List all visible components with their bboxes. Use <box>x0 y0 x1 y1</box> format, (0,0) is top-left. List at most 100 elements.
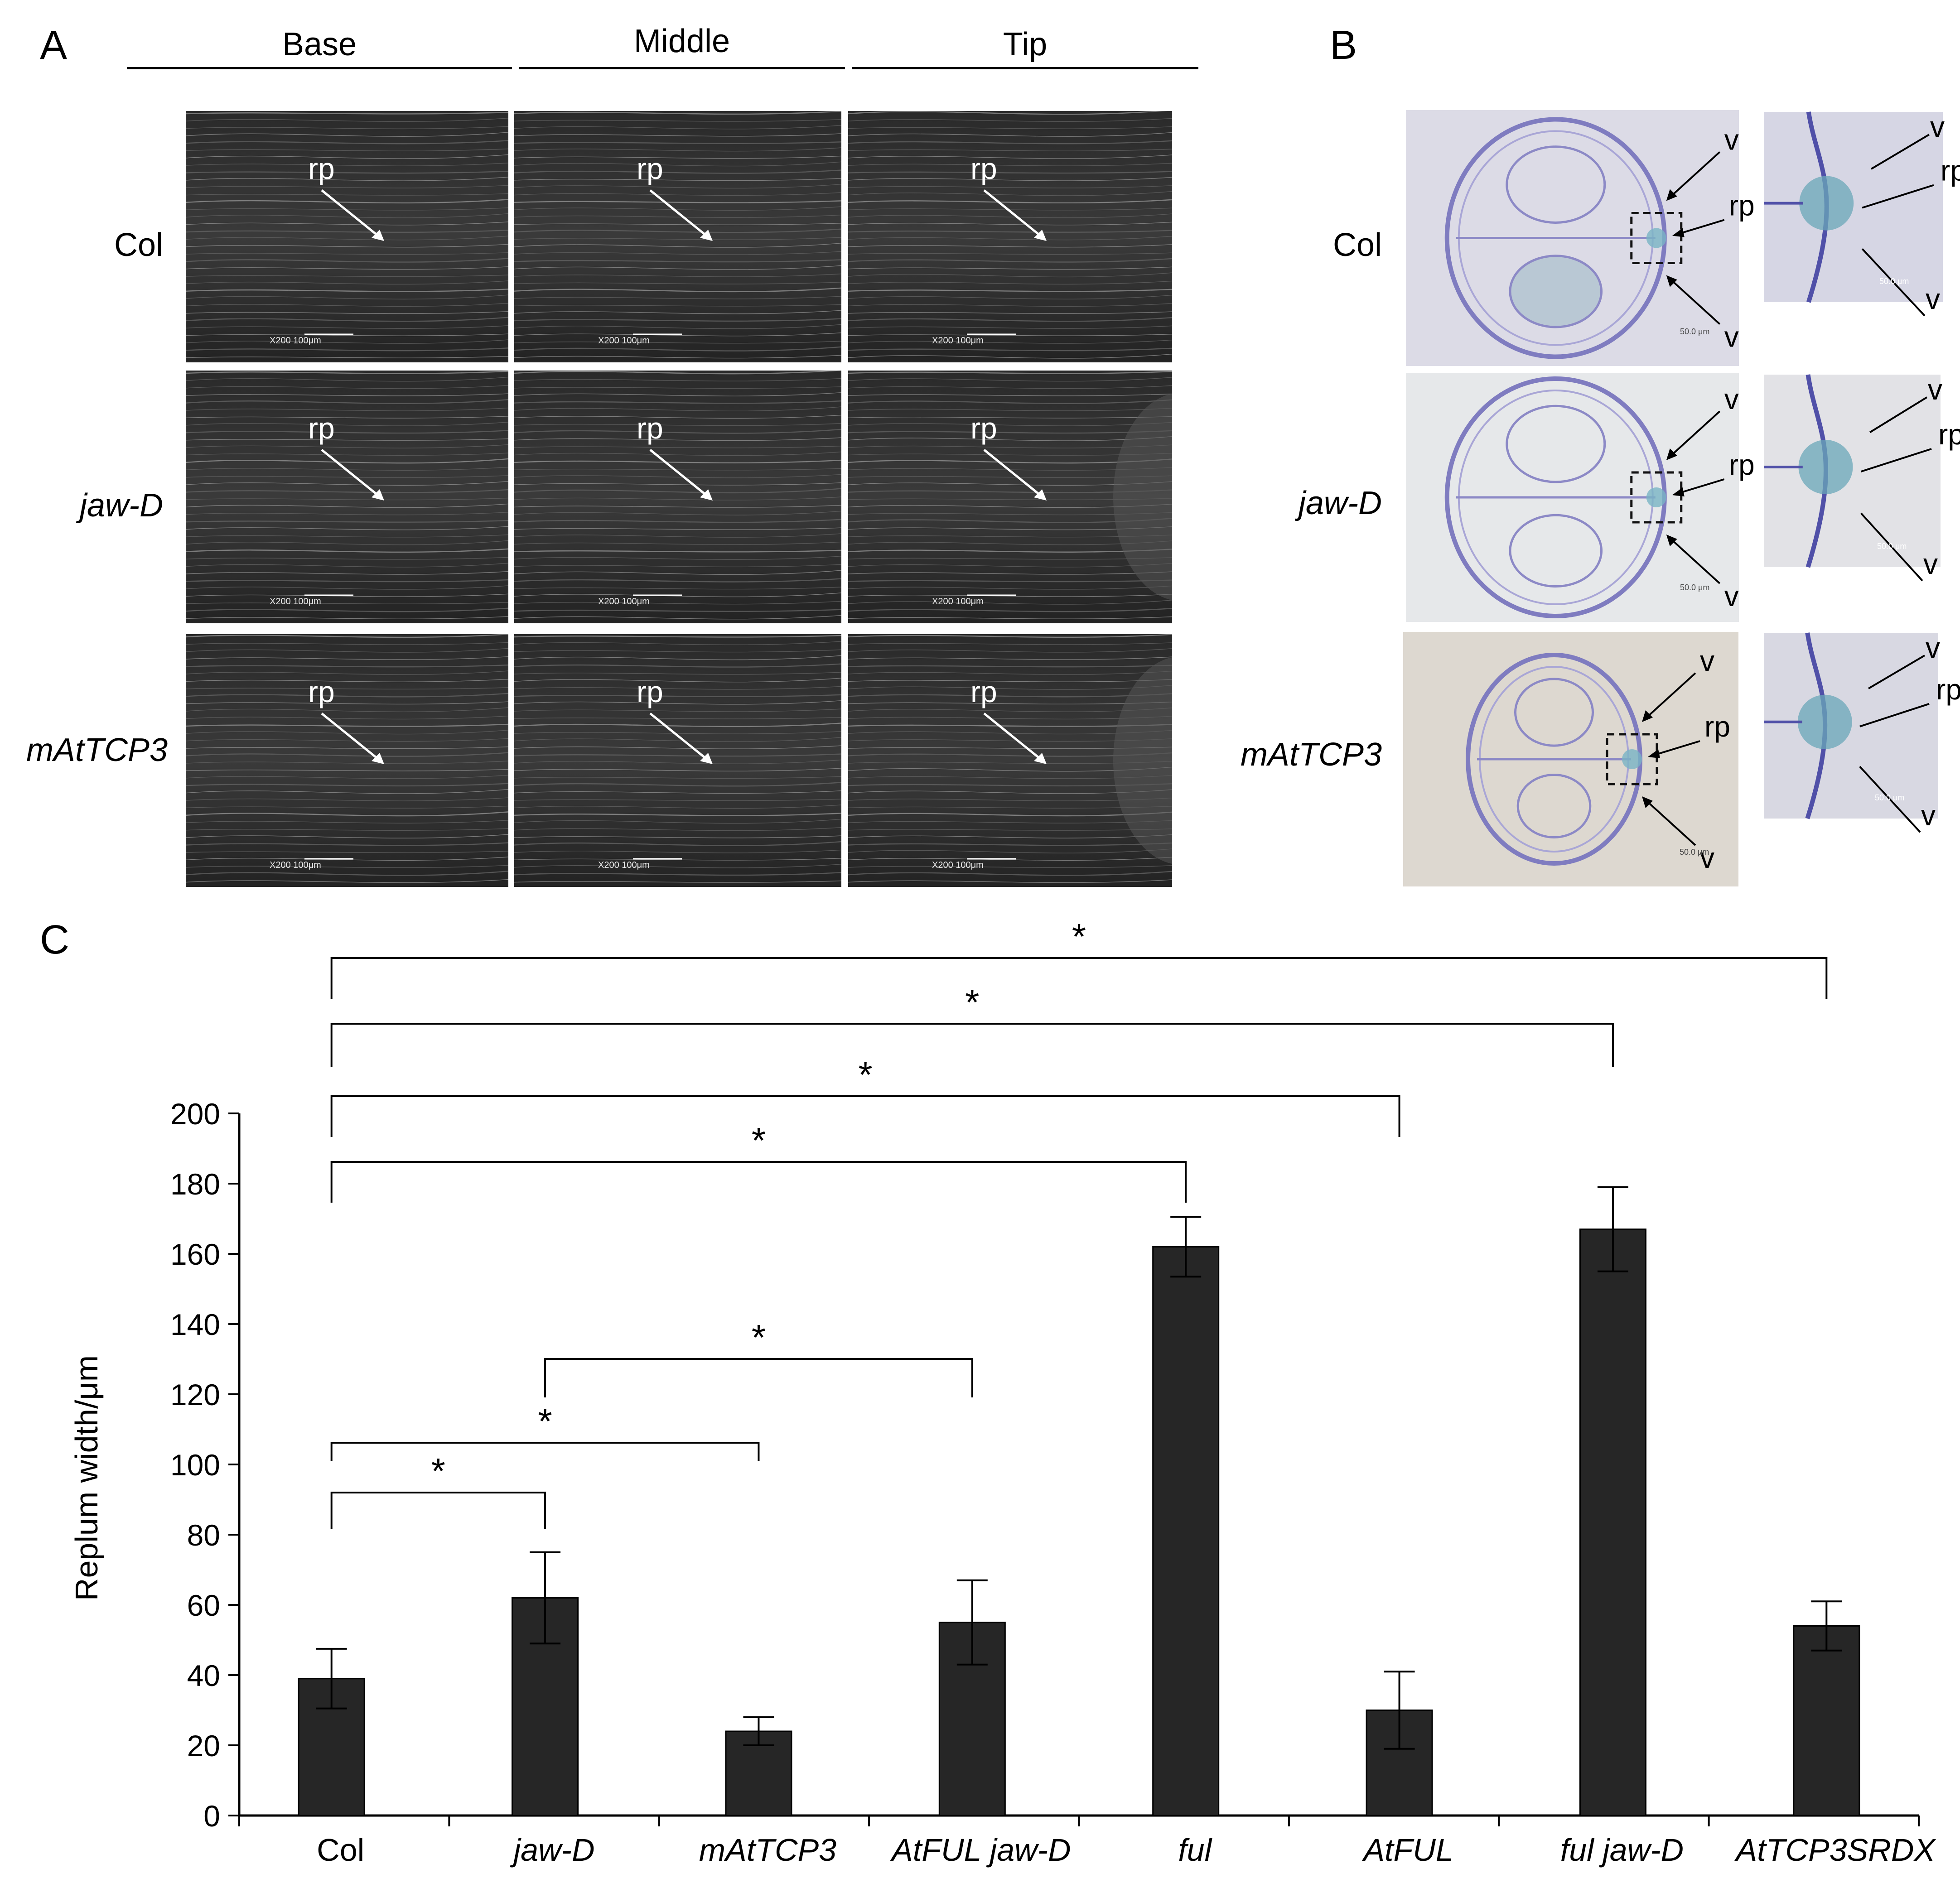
replum-annotation: rp <box>970 675 997 708</box>
replum-label: rp <box>1729 189 1755 222</box>
replum-annotation: rp <box>308 411 335 445</box>
vascular-label: v <box>1724 321 1739 353</box>
x-tick-label: ful <box>1178 1832 1212 1868</box>
cross-section-detail-matcp3: v rp v 50.0 μm <box>1764 631 1960 833</box>
y-tick-label: 200 <box>170 1097 220 1131</box>
replum-annotation: rp <box>637 152 663 185</box>
significance-bracket <box>330 1161 1187 1203</box>
scale-bar-label: 50.0 μm <box>1680 583 1709 592</box>
replum-annotation: rp <box>970 152 997 185</box>
bar-ful-jaw-d <box>1579 1228 1646 1816</box>
scale-bar-label: X200 100μm <box>270 860 321 870</box>
replum-annotation: rp <box>970 411 997 445</box>
column-title-middle: Middle <box>633 23 730 59</box>
replum-label: rp <box>1938 418 1960 451</box>
sem-image-jaw-d-tip: rp X200 100μm <box>848 371 1172 623</box>
cross-section-col: v rp v 50.0 μm <box>1406 110 1755 366</box>
y-tick-label: 0 <box>203 1799 220 1833</box>
error-bar <box>1170 1216 1202 1278</box>
scale-bar-label: X200 100μm <box>932 860 984 870</box>
scale-bar-label: 50.0 μm <box>1680 848 1709 857</box>
panel-b-row-label-col: Col <box>1332 227 1382 263</box>
y-tick-label: 120 <box>170 1378 220 1411</box>
cross-section-detail-col: v rp v 50.0 μm <box>1764 111 1960 317</box>
x-tick-label: ful jaw-D <box>1560 1832 1684 1868</box>
panel-b-letter: B <box>1330 23 1357 68</box>
replum-label: rp <box>1936 673 1960 706</box>
vascular-label: v <box>1724 580 1739 612</box>
vascular-label: v <box>1930 111 1945 143</box>
sem-image-col-middle: rp X200 100μm <box>514 111 841 362</box>
sem-image-jaw-d-middle: rp X200 100μm <box>514 371 841 623</box>
y-tick-label: 140 <box>170 1308 220 1341</box>
scale-bar-label: X200 100μm <box>270 597 321 607</box>
panel-a-row-label-matcp3: mAtTCP3 <box>26 732 168 768</box>
y-tick-label: 40 <box>187 1659 220 1692</box>
vascular-label: v <box>1700 645 1714 677</box>
sem-image-matcp3-base: rp X200 100μm <box>186 634 508 887</box>
significance-bracket <box>330 1492 546 1529</box>
scale-bar-label: 50.0 μm <box>1877 542 1907 551</box>
column-rule-middle <box>519 67 845 69</box>
scale-bar-label: X200 100μm <box>932 597 984 607</box>
scale-bar-label: X200 100μm <box>270 336 321 346</box>
replum-width-bar-chart: 0 20 40 60 80 100 120 140 160 180 200 Replum width/… <box>69 916 1936 1868</box>
bar-attcp3srdx <box>1793 1625 1860 1816</box>
significance-star: * <box>1072 916 1086 957</box>
column-rule-tip <box>852 67 1198 69</box>
scale-bar-label: X200 100μm <box>598 597 650 607</box>
error-bar <box>1597 1186 1628 1272</box>
cross-section-matcp3: v rp v 50.0 μm <box>1403 632 1738 886</box>
y-tick-label: 160 <box>170 1238 220 1271</box>
significance-star: * <box>752 1317 766 1358</box>
x-tick-label: mAtTCP3 <box>699 1832 836 1868</box>
x-tick-label: AtTCP3SRDX <box>1734 1832 1936 1868</box>
vascular-label: v <box>1926 631 1940 664</box>
column-rule-base <box>127 67 512 69</box>
error-bar <box>316 1647 347 1710</box>
replum-label: rp <box>1704 710 1730 743</box>
y-axis-label: Replum width/μm <box>69 1355 104 1601</box>
y-tick-label: 20 <box>187 1729 220 1763</box>
vascular-label: v <box>1700 842 1714 874</box>
replum-annotation: rp <box>637 411 663 445</box>
significance-bracket <box>330 957 1828 999</box>
scale-bar-label: X200 100μm <box>932 336 984 346</box>
vascular-label: v <box>1926 283 1940 315</box>
sem-image-jaw-d-base: rp X200 100μm <box>186 371 508 623</box>
significance-star: * <box>965 982 979 1022</box>
y-tick-label: 100 <box>170 1448 220 1482</box>
scale-bar-label: 50.0 μm <box>1875 793 1904 802</box>
significance-star: * <box>431 1451 445 1491</box>
error-bar <box>743 1716 774 1746</box>
column-title-tip: Tip <box>1003 26 1048 63</box>
significance-star: * <box>538 1401 552 1441</box>
y-tick-label: 60 <box>187 1589 220 1622</box>
error-bar <box>530 1551 561 1645</box>
significance-bracket <box>330 1023 1614 1067</box>
vascular-label: v <box>1921 799 1936 832</box>
significance-star: * <box>752 1120 766 1161</box>
x-tick-label: jaw-D <box>510 1832 595 1868</box>
vascular-label: v <box>1724 124 1739 156</box>
bar-ful <box>1152 1246 1220 1816</box>
error-bar <box>1384 1671 1415 1750</box>
vascular-label: v <box>1724 383 1739 415</box>
y-tick-label: 80 <box>187 1518 220 1552</box>
panel-a-row-label-col: Col <box>114 227 163 263</box>
replum-label: rp <box>1941 154 1960 187</box>
scale-bar-label: 50.0 μm <box>1879 277 1909 286</box>
x-tick-label: AtFUL <box>1361 1832 1453 1868</box>
panel-a-row-label-jaw-d: jaw-D <box>79 487 163 524</box>
scale-bar-label: X200 100μm <box>598 336 650 346</box>
cross-section-detail-jaw-d: v rp v 50.0 μm <box>1764 373 1960 582</box>
replum-annotation: rp <box>637 675 663 708</box>
error-bar <box>956 1579 988 1666</box>
panel-c-letter: C <box>40 917 69 963</box>
significance-bracket <box>330 1442 760 1461</box>
error-bar <box>1811 1600 1842 1652</box>
panel-b-row-label-matcp3: mAtTCP3 <box>1240 737 1382 773</box>
scale-bar-label: 50.0 μm <box>1680 327 1709 336</box>
replum-annotation: rp <box>308 152 335 185</box>
vascular-label: v <box>1923 548 1938 580</box>
